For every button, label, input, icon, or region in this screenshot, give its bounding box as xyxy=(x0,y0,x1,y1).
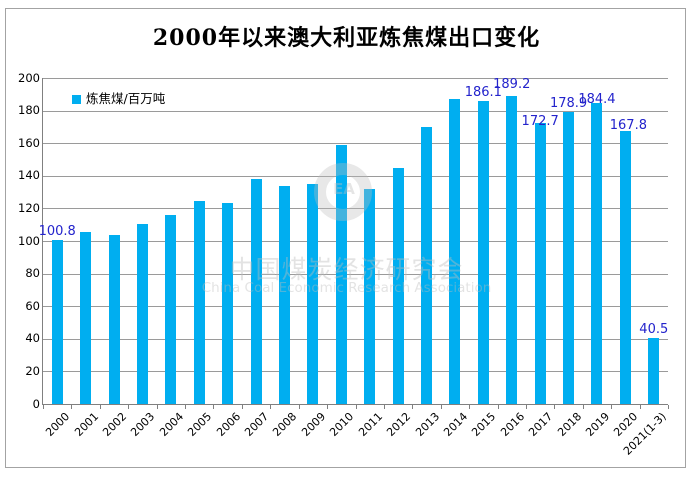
x-tick xyxy=(582,405,584,409)
x-tick xyxy=(71,405,73,409)
bar-2004 xyxy=(165,214,177,404)
x-tick xyxy=(185,405,187,409)
point-label-2000: 100.8 xyxy=(38,223,76,239)
chart-title: 2000年以来澳大利亚炼焦煤出口变化 xyxy=(152,25,541,51)
point-label-2019: 184.4 xyxy=(578,92,616,108)
plot-area: 100.8 186.1 189.2 172.7 178.9 184.4 167.8 40.5 xyxy=(39,76,669,409)
bar-2007 xyxy=(250,179,262,404)
bar-2013 xyxy=(421,127,433,404)
ytick-label-0: 0 xyxy=(32,396,40,411)
x-tick xyxy=(298,405,300,409)
bar-2009 xyxy=(307,183,319,404)
ytick-label-160: 160 xyxy=(18,135,40,150)
bar-2005 xyxy=(193,200,205,404)
bar-2010 xyxy=(335,145,347,404)
gridline-y40 xyxy=(43,338,668,340)
x-tick xyxy=(327,405,329,409)
ytick-label-40: 40 xyxy=(25,331,40,346)
x-tick xyxy=(241,405,243,409)
point-label-2018: 178.9 xyxy=(549,96,588,112)
bar-2014 xyxy=(449,99,461,404)
x-axis-line xyxy=(43,404,668,405)
x-tick xyxy=(525,405,527,409)
ytick-label-20: 20 xyxy=(25,363,40,378)
gridline-y180 xyxy=(43,110,668,112)
bar-2006 xyxy=(222,202,234,404)
bar-2016 xyxy=(506,95,518,404)
legend-label: 炼焦煤/百万吨 xyxy=(86,91,166,106)
ytick-label-100: 100 xyxy=(18,233,40,248)
gridline-y60 xyxy=(43,306,668,308)
x-tick xyxy=(270,405,272,409)
bar-2008 xyxy=(278,185,290,404)
point-label-2020: 167.8 xyxy=(609,118,647,134)
x-tick xyxy=(611,405,613,409)
gridline-y200 xyxy=(43,78,668,79)
x-tick xyxy=(156,405,158,409)
y-axis-line xyxy=(42,78,43,405)
bar-2002 xyxy=(108,235,120,404)
bar-2003 xyxy=(136,223,148,404)
ytick-label-200: 200 xyxy=(18,70,40,85)
point-label-2021(1-3): 40.5 xyxy=(639,321,669,337)
bar-2018 xyxy=(563,112,575,404)
bar-2015 xyxy=(477,100,489,404)
x-tick xyxy=(440,405,442,409)
bar-2000 xyxy=(51,239,63,404)
bar-2020 xyxy=(619,130,631,404)
x-tick xyxy=(128,405,130,409)
gridline-y80 xyxy=(43,273,668,275)
legend-swatch-icon xyxy=(72,95,81,104)
x-tick xyxy=(639,405,641,409)
bar-2019 xyxy=(591,103,603,404)
x-tick xyxy=(43,405,44,409)
ytick-label-60: 60 xyxy=(25,298,40,313)
ytick-label-80: 80 xyxy=(25,266,40,281)
x-tick xyxy=(668,405,669,409)
bar-2011 xyxy=(364,188,376,404)
bar-2021(1-3) xyxy=(648,338,660,404)
gridline-y120 xyxy=(43,208,668,210)
x-tick xyxy=(412,405,414,409)
ytick-label-140: 140 xyxy=(18,168,40,183)
point-label-2015: 186.1 xyxy=(464,84,502,100)
x-tick xyxy=(554,405,556,409)
x-tick xyxy=(469,405,471,409)
ytick-label-180: 180 xyxy=(18,103,40,118)
bar-2017 xyxy=(534,122,546,404)
gridline-y160 xyxy=(43,143,668,145)
x-tick xyxy=(383,405,385,409)
gridline-y100 xyxy=(43,241,668,242)
point-label-2017: 172.7 xyxy=(521,114,559,130)
bar-2012 xyxy=(392,168,404,404)
point-label-2016: 189.2 xyxy=(493,76,531,92)
bar-2001 xyxy=(80,232,92,404)
x-tick xyxy=(213,405,215,409)
x-tick xyxy=(497,405,499,409)
x-tick xyxy=(355,405,357,409)
gridline-y20 xyxy=(43,371,668,373)
ytick-label-120: 120 xyxy=(18,200,40,215)
x-tick xyxy=(99,405,101,409)
gridline-y140 xyxy=(43,175,668,177)
